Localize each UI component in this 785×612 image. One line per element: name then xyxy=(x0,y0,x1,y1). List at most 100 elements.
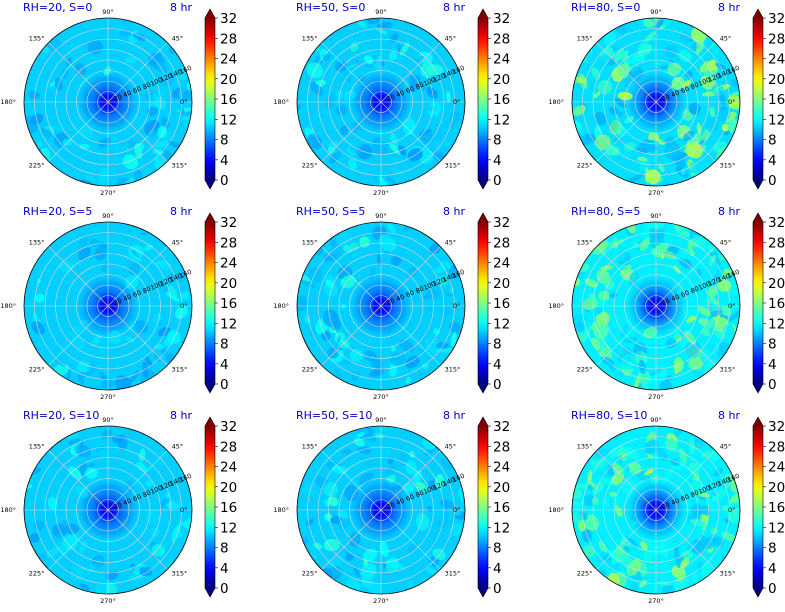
field-patch xyxy=(689,519,708,527)
field-patch xyxy=(678,247,691,260)
field-patch xyxy=(599,54,612,69)
field-patch xyxy=(721,123,730,132)
panel-title: RH=80, S=5 xyxy=(571,205,640,218)
field-patch xyxy=(165,291,180,302)
angular-tick-label: 225° xyxy=(29,162,45,170)
field-patch xyxy=(679,32,692,43)
angular-gridline xyxy=(596,42,657,103)
colorbar-tick-label: 12 xyxy=(493,520,510,536)
field-patch xyxy=(47,38,63,52)
angular-tick-label: 135° xyxy=(577,34,593,42)
angular-tick-label: 315° xyxy=(445,162,461,170)
colorbar-tick-label: 12 xyxy=(220,520,237,536)
field-patch xyxy=(683,130,695,142)
field-patch xyxy=(644,469,654,476)
angular-gridline xyxy=(48,101,109,162)
angular-gridline xyxy=(321,42,382,103)
field-patch xyxy=(124,336,136,343)
angular-tick-label: 135° xyxy=(29,34,45,42)
angular-gridline xyxy=(596,246,657,307)
field-patch xyxy=(122,154,139,170)
field-patch xyxy=(610,343,624,357)
field-patch xyxy=(428,332,437,342)
field-patch xyxy=(329,238,337,248)
field-patch xyxy=(133,170,143,181)
colorbar-tick-label: 0 xyxy=(768,581,777,597)
field-patch xyxy=(581,263,590,272)
field-patch xyxy=(107,330,122,344)
polar-frame xyxy=(296,425,466,595)
field-patch xyxy=(680,557,690,569)
polar-frame xyxy=(23,221,193,391)
angular-gridline xyxy=(107,509,168,570)
colorbar-tick-label: 4 xyxy=(768,357,777,373)
field-patch xyxy=(368,581,382,594)
field-patch xyxy=(657,163,665,172)
radial-tick-label: 20 xyxy=(660,501,671,512)
field-patch xyxy=(124,57,137,64)
colorbar-tick-label: 28 xyxy=(768,31,785,47)
field-patch xyxy=(151,527,160,537)
radial-tick-label: 20 xyxy=(112,297,123,308)
field-patch xyxy=(596,552,611,564)
field-patch xyxy=(159,497,171,508)
field-patch xyxy=(625,536,638,547)
polar-panel: 204060801001201401600°45°90°135°180°225°… xyxy=(273,1,510,197)
field-patch xyxy=(390,255,402,266)
field-patch xyxy=(399,42,410,56)
field-patch xyxy=(389,361,397,378)
field-patch xyxy=(709,254,716,266)
field-patch xyxy=(151,544,166,557)
angular-gridline xyxy=(107,305,168,366)
field-patch xyxy=(667,277,677,291)
radial-tick-label: 40 xyxy=(122,89,133,100)
field-patch xyxy=(575,331,587,343)
angular-gridline xyxy=(48,246,109,307)
radial-tick-label: 60 xyxy=(405,493,416,504)
angular-tick-label: 225° xyxy=(29,570,45,578)
field-patch xyxy=(363,559,368,567)
field-patch xyxy=(68,438,81,446)
colorbar-gradient xyxy=(478,222,488,384)
time-label: 8 hr xyxy=(718,1,740,14)
field-patch xyxy=(681,231,691,237)
field-patch xyxy=(343,58,359,67)
field-patch xyxy=(388,561,405,569)
colorbar-tick-label: 32 xyxy=(768,11,785,27)
field-patch xyxy=(597,79,613,95)
angular-tick-label: 315° xyxy=(720,162,736,170)
time-label: 8 hr xyxy=(443,1,465,14)
angular-tick-label: 90° xyxy=(375,212,387,220)
field-patch xyxy=(643,18,655,28)
field-patch xyxy=(139,566,149,577)
field-patch xyxy=(707,245,714,253)
angular-gridline xyxy=(380,450,441,511)
polar-frame xyxy=(296,221,466,391)
field-patch xyxy=(594,111,607,126)
angular-tick-label: 45° xyxy=(445,238,457,246)
colorbar-tick-label: 8 xyxy=(493,133,502,149)
field-patch xyxy=(717,487,727,498)
field-patch xyxy=(323,317,339,323)
colorbar-tick-label: 12 xyxy=(768,520,785,536)
field-patch xyxy=(307,133,323,151)
field-patch xyxy=(689,480,704,496)
angular-gridline xyxy=(655,450,716,511)
field-patch xyxy=(620,354,637,370)
field-patch xyxy=(583,297,598,311)
field-patch xyxy=(371,358,383,369)
field-patch xyxy=(709,106,716,118)
field-patch xyxy=(145,356,153,367)
field-patch xyxy=(37,141,43,147)
field-patch xyxy=(405,355,420,369)
field-patch xyxy=(31,320,45,335)
field-patch xyxy=(640,540,648,551)
field-patch xyxy=(100,379,115,389)
field-patch xyxy=(440,306,451,317)
field-patch xyxy=(27,89,35,98)
field-patch xyxy=(673,357,684,372)
field-patch xyxy=(686,541,696,551)
angular-tick-label: 180° xyxy=(0,506,16,514)
angular-gridline xyxy=(655,101,716,162)
field-patch xyxy=(98,167,109,186)
